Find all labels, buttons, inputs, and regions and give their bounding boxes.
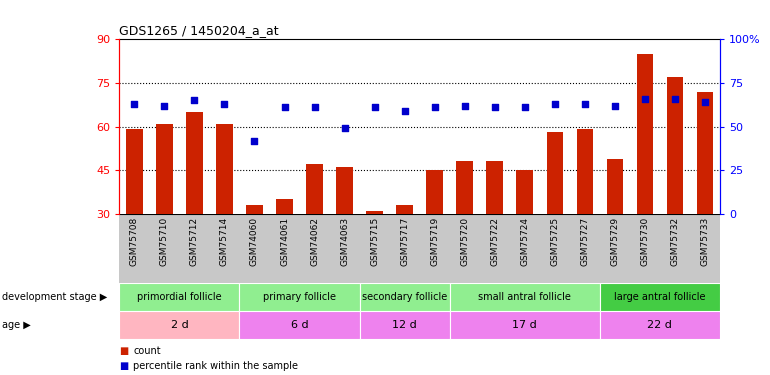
- Text: GDS1265 / 1450204_a_at: GDS1265 / 1450204_a_at: [119, 24, 279, 37]
- Bar: [336, 167, 353, 214]
- Point: [459, 103, 471, 109]
- Point: [519, 104, 531, 110]
- Bar: [276, 199, 293, 214]
- Point: [159, 103, 171, 109]
- Point: [248, 138, 260, 144]
- Point: [128, 101, 141, 107]
- Text: 2 d: 2 d: [170, 320, 189, 330]
- Text: GSM75730: GSM75730: [641, 217, 649, 267]
- Text: 12 d: 12 d: [392, 320, 417, 330]
- Bar: [667, 77, 683, 214]
- Bar: [517, 170, 533, 214]
- Text: large antral follicle: large antral follicle: [614, 292, 705, 302]
- Text: age ▶: age ▶: [2, 320, 30, 330]
- Point: [219, 101, 231, 107]
- Text: GSM75708: GSM75708: [130, 217, 139, 267]
- Bar: [246, 205, 263, 214]
- Point: [339, 125, 351, 131]
- Bar: [360, 311, 450, 339]
- Text: GSM75724: GSM75724: [521, 217, 529, 266]
- Text: GSM74060: GSM74060: [250, 217, 259, 266]
- Text: GSM75720: GSM75720: [460, 217, 469, 266]
- Text: primary follicle: primary follicle: [263, 292, 336, 302]
- Bar: [360, 283, 450, 311]
- Point: [428, 104, 440, 110]
- Text: 6 d: 6 d: [291, 320, 308, 330]
- Bar: [577, 129, 593, 214]
- Bar: [607, 159, 623, 214]
- Text: GSM75729: GSM75729: [611, 217, 619, 266]
- Bar: [239, 283, 360, 311]
- Text: GSM75710: GSM75710: [160, 217, 169, 267]
- Text: primordial follicle: primordial follicle: [137, 292, 222, 302]
- Text: 17 d: 17 d: [512, 320, 537, 330]
- Point: [549, 101, 561, 107]
- Text: percentile rank within the sample: percentile rank within the sample: [133, 362, 298, 371]
- Bar: [450, 283, 600, 311]
- Point: [188, 98, 200, 104]
- Text: GSM75717: GSM75717: [400, 217, 409, 267]
- Bar: [119, 283, 239, 311]
- Bar: [119, 311, 239, 339]
- Bar: [216, 124, 233, 214]
- Bar: [457, 161, 473, 214]
- Text: GSM75712: GSM75712: [190, 217, 199, 266]
- Point: [369, 104, 381, 110]
- Point: [668, 96, 681, 102]
- Point: [489, 104, 501, 110]
- Text: small antral follicle: small antral follicle: [478, 292, 571, 302]
- Point: [308, 104, 321, 110]
- Bar: [156, 124, 172, 214]
- Bar: [367, 211, 383, 214]
- Bar: [487, 161, 503, 214]
- Bar: [450, 311, 600, 339]
- Text: secondary follicle: secondary follicle: [362, 292, 447, 302]
- Text: GSM75732: GSM75732: [671, 217, 679, 266]
- Bar: [637, 54, 653, 214]
- Point: [699, 99, 711, 105]
- Bar: [186, 112, 203, 214]
- Bar: [697, 92, 713, 214]
- Bar: [397, 205, 413, 214]
- Text: GSM74063: GSM74063: [340, 217, 349, 266]
- Point: [279, 104, 291, 110]
- Text: GSM75714: GSM75714: [220, 217, 229, 266]
- Text: GSM75722: GSM75722: [490, 217, 499, 266]
- Text: GSM74062: GSM74062: [310, 217, 319, 266]
- Bar: [126, 129, 142, 214]
- Point: [399, 108, 411, 114]
- Text: GSM75715: GSM75715: [370, 217, 379, 267]
- Text: GSM75733: GSM75733: [701, 217, 709, 267]
- Text: count: count: [133, 346, 161, 356]
- Text: development stage ▶: development stage ▶: [2, 292, 107, 302]
- Bar: [427, 170, 443, 214]
- Bar: [547, 132, 563, 214]
- Text: ■: ■: [119, 346, 129, 356]
- Point: [579, 101, 591, 107]
- Bar: [600, 283, 720, 311]
- Text: 22 d: 22 d: [648, 320, 672, 330]
- Bar: [239, 311, 360, 339]
- Bar: [306, 164, 323, 214]
- Bar: [600, 311, 720, 339]
- Text: ■: ■: [119, 362, 129, 371]
- Text: GSM75725: GSM75725: [551, 217, 559, 266]
- Text: GSM75727: GSM75727: [581, 217, 589, 266]
- Text: GSM75719: GSM75719: [430, 217, 439, 267]
- Point: [639, 96, 651, 102]
- Text: GSM74061: GSM74061: [280, 217, 289, 266]
- Point: [608, 103, 621, 109]
